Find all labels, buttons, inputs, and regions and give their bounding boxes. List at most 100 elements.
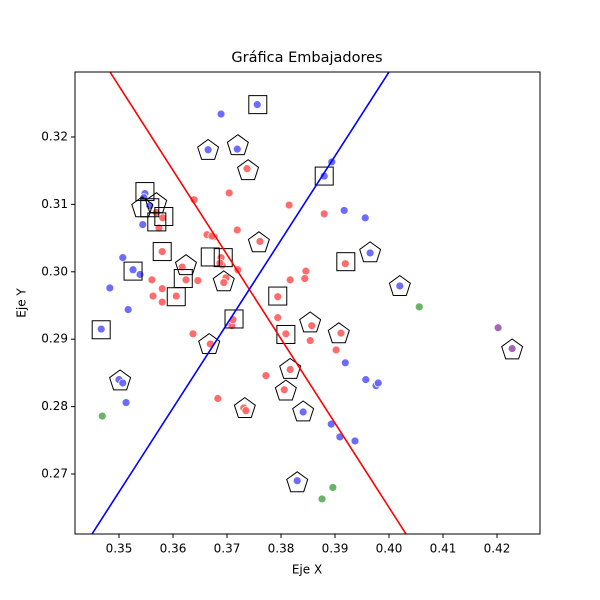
point [261, 371, 271, 380]
point [118, 253, 128, 263]
point [365, 248, 375, 258]
point [148, 291, 158, 301]
square-marker [166, 287, 186, 307]
point [285, 275, 295, 285]
point [232, 225, 242, 235]
pentagon-marker [212, 270, 235, 292]
point [298, 407, 308, 417]
square-marker [276, 324, 296, 344]
pentagon-marker [226, 134, 249, 156]
pentagon-marker [388, 274, 411, 296]
point [193, 276, 203, 285]
point [339, 206, 349, 215]
pentagon-marker [274, 379, 297, 401]
pentagon-marker [198, 332, 221, 354]
point [350, 436, 360, 446]
point [213, 394, 223, 403]
square-marker [224, 309, 244, 329]
point [273, 292, 283, 302]
x-tick-label: 0.37 [214, 542, 241, 556]
chart-title: Gráfica Embajadores [231, 50, 382, 66]
square-marker [200, 247, 220, 267]
point [135, 270, 145, 279]
pentagon-marker [237, 159, 260, 181]
point [252, 100, 262, 110]
pentagon-marker [327, 322, 350, 344]
line [109, 72, 407, 534]
square-marker [336, 252, 356, 272]
point [203, 145, 213, 155]
line [91, 72, 390, 534]
pentagon-marker [233, 396, 256, 418]
x-tick-label: 0.39 [322, 542, 349, 556]
y-tick-label: 0.32 [41, 129, 68, 143]
point [147, 275, 157, 285]
point [138, 220, 148, 230]
pentagon-marker [299, 311, 322, 333]
point [158, 213, 168, 223]
point [292, 476, 302, 486]
y-axis-label: Eje Y [15, 288, 29, 318]
point [414, 302, 424, 312]
pentagon-marker [247, 231, 270, 253]
point [507, 344, 517, 354]
x-tick-label: 0.42 [484, 542, 511, 556]
pentagon-marker [501, 338, 524, 360]
y-tick-label: 0.28 [41, 399, 68, 413]
point [255, 237, 265, 246]
point [361, 375, 371, 385]
point [395, 281, 405, 291]
point [219, 278, 229, 287]
y-tick-label: 0.31 [41, 197, 68, 211]
point [157, 247, 167, 256]
point [241, 406, 251, 416]
point [319, 209, 329, 219]
y-tick-label: 0.29 [41, 332, 68, 346]
point [97, 411, 107, 421]
point [331, 345, 341, 355]
pentagon-marker [279, 357, 302, 379]
point [360, 213, 370, 223]
x-tick-label: 0.36 [160, 542, 187, 556]
point [340, 259, 350, 269]
square-marker [152, 242, 172, 262]
y-tick-label: 0.27 [41, 467, 68, 481]
point [340, 358, 350, 368]
point [121, 398, 131, 407]
point [307, 321, 317, 331]
pentagon-marker [131, 196, 154, 218]
point [232, 144, 242, 154]
point [128, 265, 138, 275]
point [305, 336, 315, 345]
point [242, 164, 252, 174]
point [284, 200, 294, 210]
point [285, 365, 295, 374]
point [301, 266, 311, 276]
pentagon-marker [145, 192, 168, 214]
x-tick-label: 0.35 [106, 542, 133, 556]
point [216, 109, 226, 119]
point [96, 324, 106, 334]
square-marker [135, 182, 155, 202]
point [123, 305, 133, 314]
square-marker [91, 320, 111, 340]
point [281, 329, 291, 339]
y-tick-label: 0.30 [41, 264, 68, 278]
pentagon-marker [197, 138, 220, 160]
point [157, 297, 167, 307]
pentagon-marker [109, 369, 132, 391]
pentagon-marker [286, 471, 309, 493]
square-marker [248, 95, 268, 115]
point [336, 328, 346, 338]
pentagon-marker [292, 400, 315, 422]
x-axis-label: Eje X [292, 563, 322, 577]
point [157, 284, 167, 294]
point [273, 313, 283, 323]
point [493, 323, 503, 333]
square-marker [268, 286, 288, 306]
point [373, 378, 383, 388]
point [279, 385, 289, 395]
pentagon-marker [359, 241, 382, 263]
plot-area [91, 72, 524, 534]
